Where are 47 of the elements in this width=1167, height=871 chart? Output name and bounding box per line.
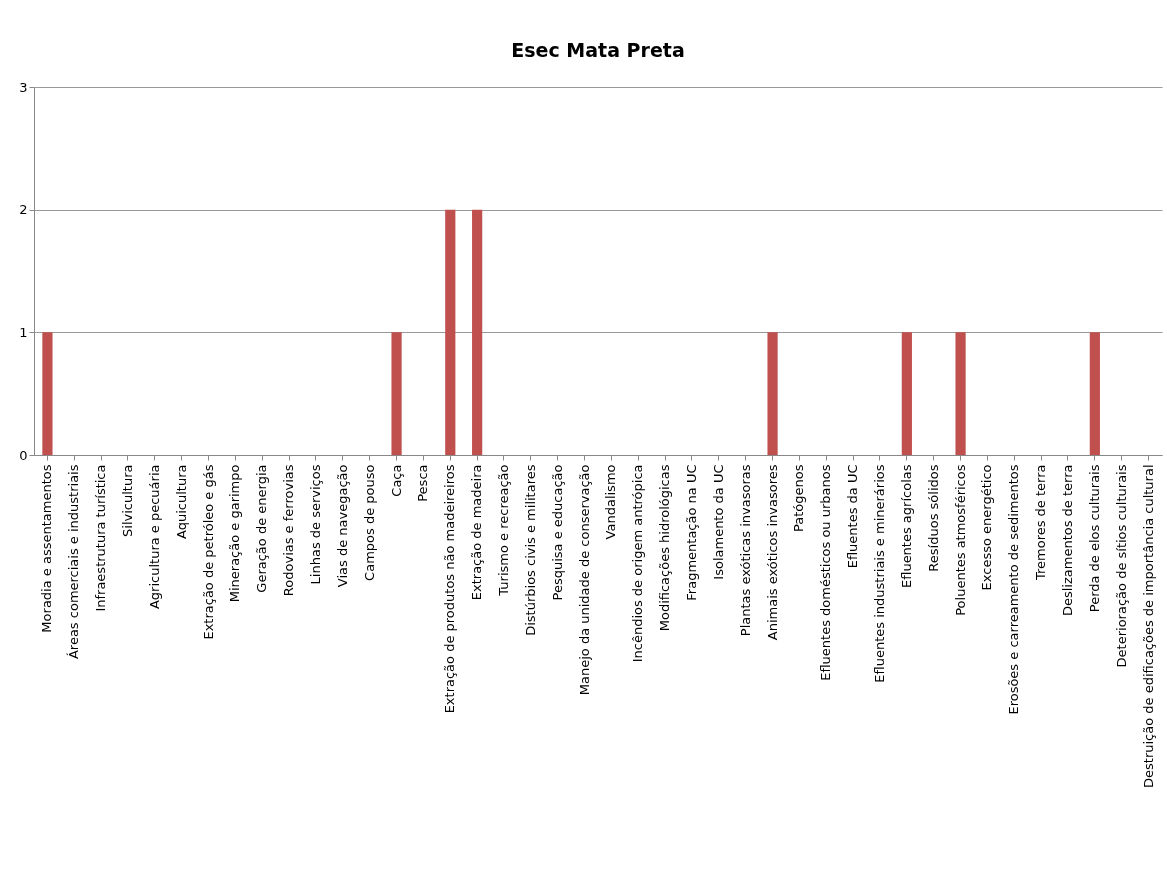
x-tick-label: Fragmentação na UC bbox=[684, 464, 699, 601]
x-tick-label: Linhas de serviços bbox=[308, 464, 323, 585]
x-tick-label: Silvicultura bbox=[120, 464, 135, 537]
x-tick-label: Aquicultura bbox=[173, 464, 189, 539]
x-tick-label: Manejo da unidade de conservação bbox=[576, 464, 592, 696]
x-tick-label: Pesquisa e educação bbox=[549, 464, 565, 601]
x-tick-label: Extração de produtos não madeireiros bbox=[442, 464, 458, 714]
x-tick-label: Caça bbox=[388, 464, 404, 497]
x-tick-label: Moradia e assentamentos bbox=[39, 464, 55, 633]
x-tick-label: Excesso energético bbox=[979, 464, 995, 591]
x-tick-label: Turismo e recreação bbox=[496, 464, 511, 597]
x-tick-label: Pesca bbox=[415, 464, 431, 502]
y-tick-label: 1 bbox=[19, 324, 28, 340]
x-tick-label: Tremores de terra bbox=[1033, 464, 1049, 582]
x-tick-label: Deterioração de sítios culturais bbox=[1113, 464, 1129, 668]
x-tick-label: Infraestrutura turística bbox=[93, 464, 109, 612]
x-tick-label: Extração de madeira bbox=[469, 464, 485, 601]
x-tick-label: Isolamento da UC bbox=[710, 464, 726, 580]
x-tick-label: Perda de elos culturais bbox=[1086, 464, 1102, 613]
x-tick-label: Plantas exóticas invasoras bbox=[737, 464, 753, 637]
x-tick-label: Patógenos bbox=[791, 464, 807, 532]
x-tick-label: Incêndios de origem antrópica bbox=[630, 464, 646, 663]
x-tick-label: Extração de petróleo e gás bbox=[200, 464, 216, 640]
y-tick-label: 0 bbox=[19, 447, 28, 463]
x-tick-label: Deslizamentos de terra bbox=[1060, 464, 1075, 617]
x-tick-label: Modificações hidrológicas bbox=[657, 464, 673, 632]
x-tick-label: Efluentes agrícolas bbox=[898, 464, 914, 589]
x-tick-label: Poluentes atmosféricos bbox=[952, 464, 968, 616]
x-tick-label: Geração de energia bbox=[254, 464, 270, 593]
x-tick-label: Erosões e carreamento de sedimentos bbox=[1006, 464, 1022, 715]
x-tick-label: Destruição de edificações de importância cultural bbox=[1140, 464, 1156, 788]
x-tick-label: Rodovias e ferrovias bbox=[281, 464, 297, 597]
x-tick-label: Efluentes domésticos ou urbanos bbox=[818, 464, 834, 681]
x-tick-label: Mineração e garimpo bbox=[227, 464, 243, 603]
x-tick-label: Animais exóticos invasores bbox=[764, 464, 780, 641]
x-tick-label: Distúrbios civis e militares bbox=[522, 464, 538, 636]
x-tick-label: Efluentes da UC bbox=[845, 464, 861, 569]
x-tick-label: Agricultura e pecuária bbox=[146, 464, 162, 610]
x-tick-label: Campos de pouso bbox=[361, 464, 377, 581]
x-tick-label: Vias de navegação bbox=[334, 464, 350, 588]
x-tick-label: Efluentes industriais e minerários bbox=[872, 464, 887, 683]
chart-title: Esec Mata Preta bbox=[511, 39, 685, 61]
y-tick-label: 3 bbox=[19, 79, 28, 95]
y-tick-label: 2 bbox=[19, 202, 28, 218]
x-tick-label: Resíduos sólidos bbox=[925, 464, 941, 572]
x-tick-label: Áreas comerciais e industriais bbox=[66, 464, 82, 660]
x-tick-label: Vandalismo bbox=[603, 464, 619, 540]
